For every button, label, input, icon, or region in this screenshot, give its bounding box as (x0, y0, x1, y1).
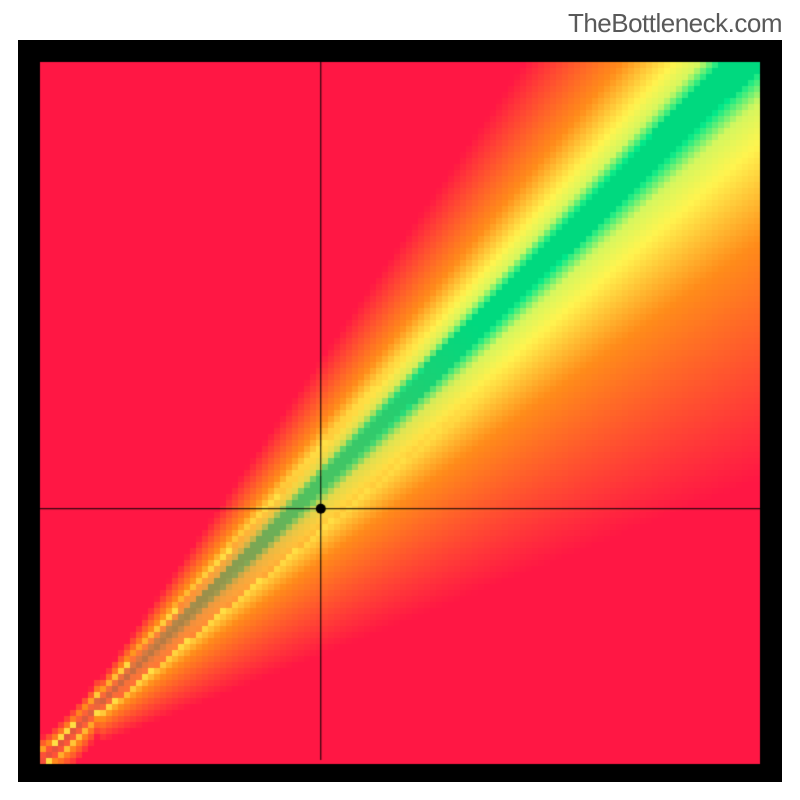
heatmap-canvas (18, 40, 782, 782)
bottleneck-heatmap (18, 40, 782, 782)
watermark-text: TheBottleneck.com (568, 8, 782, 39)
